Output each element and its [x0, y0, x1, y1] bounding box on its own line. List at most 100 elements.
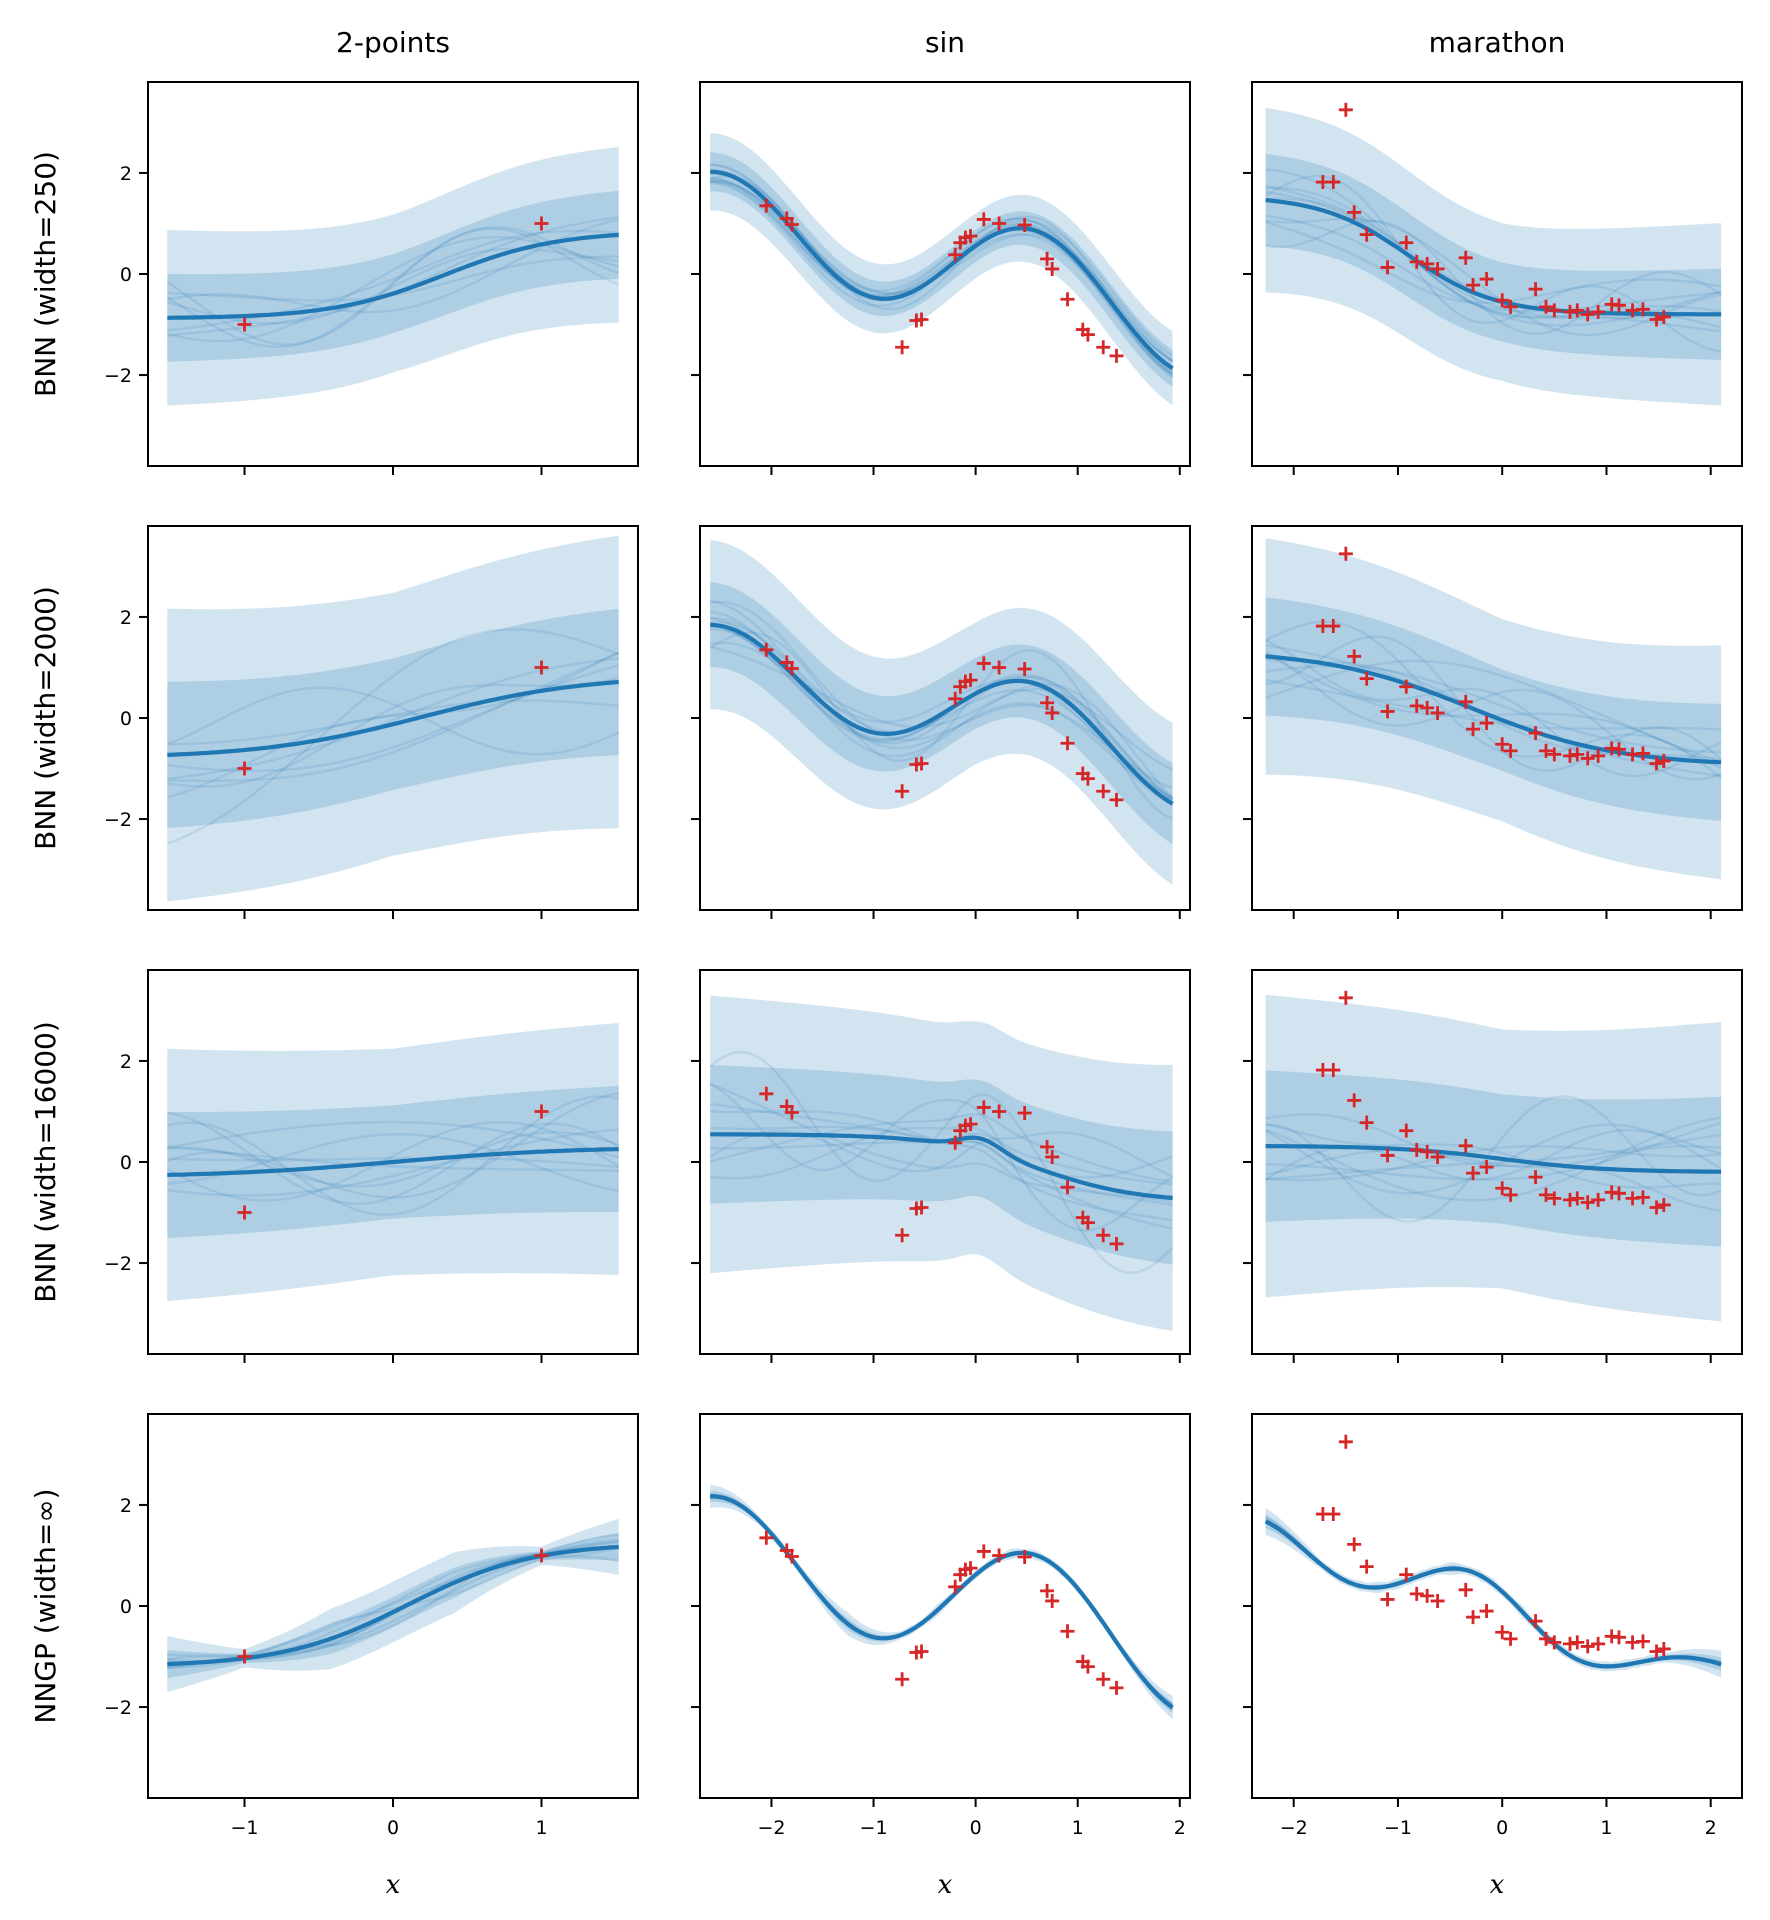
data-point: [1656, 1197, 1671, 1212]
data-point: [1409, 1142, 1424, 1157]
panel-marathon-row-0: [1243, 81, 1743, 475]
posterior-sample: [1265, 185, 1722, 333]
data-point: [1503, 299, 1518, 314]
plot-area: [709, 540, 1174, 885]
x-tick-label: −1: [860, 1817, 888, 1839]
posterior-sample: [1265, 1145, 1722, 1176]
posterior-sample: [167, 657, 619, 780]
data-point: [534, 216, 549, 231]
axes-frame: [1251, 1413, 1743, 1799]
plot-area: [1264, 107, 1722, 406]
data-point: [1528, 1614, 1543, 1629]
panel-2-points-row-2: −2 0 2: [104, 969, 639, 1363]
x-tick-label: −2: [1280, 1817, 1308, 1839]
column-title-sin: sin: [925, 26, 965, 59]
data-point: [1430, 1593, 1445, 1608]
data-point: [1326, 619, 1341, 634]
row-label-bnn-16000: BNN (width=16000): [29, 1021, 62, 1303]
data-point: [759, 1530, 774, 1545]
data-point: [1528, 726, 1543, 741]
data-point: [1649, 1200, 1664, 1215]
data-point: [1547, 1191, 1562, 1206]
data-point: [1528, 282, 1543, 297]
posterior-sample: [710, 1126, 1173, 1180]
data-point: [1045, 1149, 1060, 1164]
data-point: [1479, 716, 1494, 731]
data-point: [1359, 671, 1374, 686]
mean-line: [1265, 1144, 1722, 1174]
posterior-sample: [1265, 219, 1722, 335]
mean-line: [167, 679, 619, 757]
posterior-sample: [1265, 1116, 1722, 1202]
posterior-sample: [1265, 220, 1722, 305]
y-tick-label: 2: [120, 1495, 132, 1517]
data-point: [1611, 1186, 1626, 1201]
data-point: [1096, 784, 1111, 799]
data-point: [1399, 679, 1414, 694]
data-point: [1547, 747, 1562, 762]
data-point: [1040, 695, 1055, 710]
data-point: [237, 317, 252, 332]
data-point: [963, 1117, 978, 1132]
band-2sd: [167, 147, 619, 406]
x-tick-label: 0: [970, 1817, 982, 1839]
data-point: [1591, 304, 1606, 319]
data-point: [1458, 1582, 1473, 1597]
posterior-sample: [1265, 214, 1722, 313]
band-2sd: [710, 995, 1173, 1331]
data-point: [1109, 1236, 1124, 1251]
data-point: [1503, 1631, 1518, 1646]
data-point: [1109, 1680, 1124, 1695]
data-point: [976, 1544, 991, 1559]
data-point: [784, 1105, 799, 1120]
x-tick-label: −2: [757, 1817, 785, 1839]
y-tick-label: −2: [104, 1253, 132, 1275]
posterior-sample: [167, 1095, 619, 1216]
band-1sd: [1265, 597, 1722, 821]
data-point: [1060, 1180, 1075, 1195]
data-point: [1380, 1592, 1395, 1607]
mean-line: [1265, 198, 1722, 317]
band-1sd: [167, 608, 619, 829]
data-point: [1570, 1191, 1585, 1206]
posterior-sample: [166, 247, 619, 325]
data-point: [1458, 1138, 1473, 1153]
data-point: [1040, 1583, 1055, 1598]
data-point: [1528, 1170, 1543, 1185]
row-label-bnn-250: BNN (width=250): [29, 151, 62, 397]
posterior-sample: [709, 1129, 1174, 1178]
data-point: [1466, 278, 1481, 293]
data-point: [1547, 303, 1562, 318]
data-point: [759, 642, 774, 657]
data-point: [992, 1104, 1007, 1119]
y-tick-label: 0: [120, 1596, 132, 1618]
data-point: [1466, 1166, 1481, 1181]
panel-sin-row-3: −2 −1 0 1 2: [691, 1413, 1191, 1839]
data-point: [1080, 771, 1095, 786]
data-point: [976, 212, 991, 227]
posterior-sample: [167, 1120, 620, 1159]
data-point: [963, 229, 978, 244]
data-point: [1080, 1659, 1095, 1674]
data-point: [1611, 742, 1626, 757]
data-point: [963, 673, 978, 688]
posterior-sample: [709, 1083, 1174, 1232]
data-point: [1347, 649, 1362, 664]
data-point: [992, 1548, 1007, 1563]
data-point: [534, 1104, 549, 1119]
posterior-sample: [167, 699, 619, 746]
data-point: [1017, 1105, 1032, 1120]
posterior-sample: [709, 1082, 1173, 1203]
data-point: [976, 1100, 991, 1115]
y-tick-label: −2: [104, 809, 132, 831]
data-point: [1649, 756, 1664, 771]
data-point: [1458, 694, 1473, 709]
data-point: [1635, 1634, 1650, 1649]
plot-area: [166, 1023, 620, 1301]
data-point: [1503, 1187, 1518, 1202]
posterior-sample: [1265, 620, 1722, 779]
mean-line: [1265, 654, 1722, 765]
data-point: [1045, 1593, 1060, 1608]
data-point: [1635, 746, 1650, 761]
